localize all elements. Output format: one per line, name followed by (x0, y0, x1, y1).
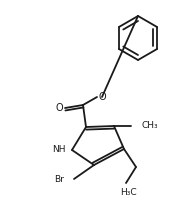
Text: O: O (98, 92, 106, 102)
Text: H₃C: H₃C (120, 188, 136, 196)
Text: NH: NH (52, 145, 66, 153)
Text: CH₃: CH₃ (141, 121, 158, 131)
Text: Br: Br (54, 174, 64, 184)
Text: O: O (55, 103, 63, 113)
